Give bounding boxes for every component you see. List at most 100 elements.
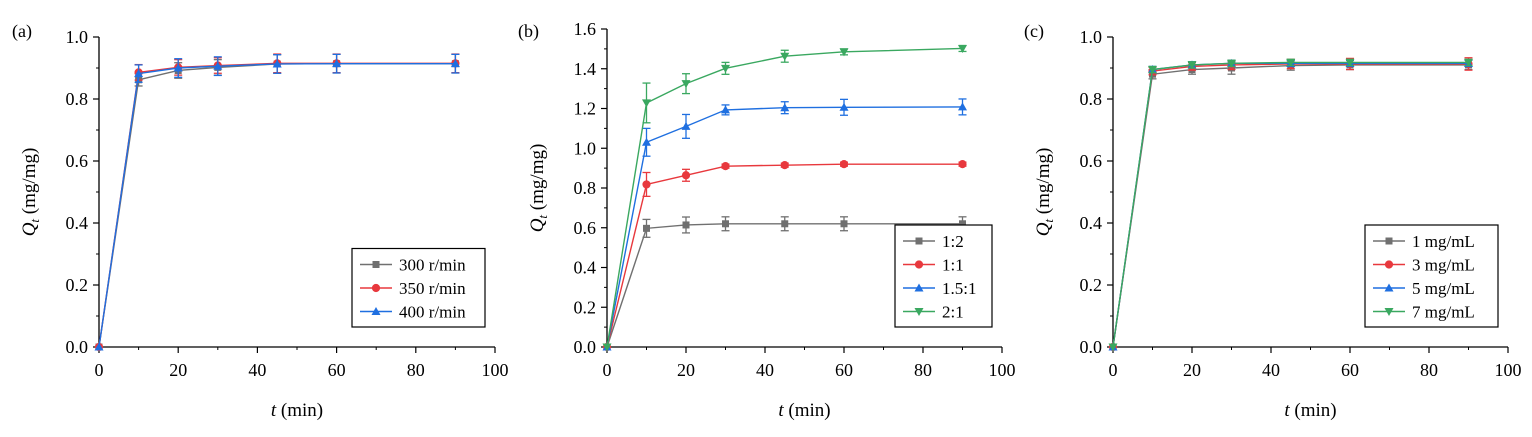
- series-1-5-1: [602, 98, 967, 351]
- marker-triangle-up: [450, 59, 460, 68]
- x-tick-label: 100: [1495, 360, 1522, 380]
- x-axis-label-var: t: [1284, 400, 1290, 421]
- y-tick-label: 0.0: [574, 337, 597, 357]
- y-tick-label: 0.4: [1080, 213, 1103, 233]
- y-tick-label: 0.0: [66, 337, 89, 357]
- marker-square: [781, 220, 789, 228]
- chart-panel-c: 0.0 0.2 0.4 0.6 0.8 1.0 0 20 40 60 80 100 (c) t (min)…: [1024, 21, 1522, 421]
- marker-circle: [681, 171, 691, 180]
- x-tick-label: 80: [914, 360, 932, 380]
- marker-triangle-up: [839, 102, 849, 111]
- series-1-2: [603, 216, 967, 351]
- y-axis-label-sub: t: [1041, 219, 1056, 223]
- marker-triangle-up: [272, 59, 282, 68]
- marker-triangle-down: [780, 52, 790, 61]
- x-axis-label: t (min): [778, 400, 830, 421]
- marker-triangle-down: [1345, 58, 1355, 67]
- marker-triangle-down: [839, 48, 849, 57]
- x-tick-label: 40: [1262, 360, 1280, 380]
- y-tick-label: 0.8: [574, 178, 597, 198]
- marker-triangle-down: [1148, 66, 1157, 75]
- marker-triangle-down: [1384, 308, 1394, 316]
- marker-triangle-down: [1227, 59, 1236, 68]
- x-tick-label: 60: [835, 360, 853, 380]
- marker-circle: [839, 160, 849, 169]
- panel-label: (b): [518, 21, 539, 42]
- marker-triangle-up: [721, 105, 730, 114]
- marker-circle: [721, 162, 730, 171]
- marker-triangle-up: [332, 59, 342, 68]
- x-axis-label-var: t: [271, 400, 277, 421]
- marker-triangle-up: [173, 63, 183, 72]
- y-tick-label: 0.6: [66, 151, 89, 171]
- y-tick-label: 1.2: [574, 99, 597, 119]
- y-tick-label: 1.6: [574, 19, 597, 39]
- x-axis-label-unit: (min): [276, 400, 323, 421]
- marker-triangle-up: [780, 103, 790, 112]
- y-axis-label-var: Q: [527, 218, 548, 232]
- marker-square: [682, 221, 690, 229]
- marker-triangle-down: [1108, 343, 1118, 352]
- marker-triangle-up: [213, 61, 223, 70]
- x-axis-label: t (min): [1284, 400, 1336, 421]
- legend-label: 7 mg/mL: [1412, 303, 1475, 322]
- y-tick-label: 0.6: [1080, 151, 1103, 171]
- legend-label: 2:1: [942, 303, 964, 322]
- marker-circle: [914, 260, 924, 269]
- marker-circle: [1384, 260, 1394, 269]
- y-tick-label: 1.0: [574, 138, 597, 158]
- y-axis-label: Qt (mg/mg): [19, 148, 42, 237]
- marker-square: [722, 220, 729, 228]
- marker-triangle-down: [721, 64, 730, 73]
- marker-circle: [958, 160, 967, 169]
- x-tick-label: 100: [989, 360, 1016, 380]
- marker-square: [959, 220, 966, 228]
- marker-triangle-up: [134, 69, 144, 78]
- y-tick-label: 1.0: [66, 27, 89, 47]
- marker-triangle-down: [602, 343, 612, 352]
- series-7-mg-mL: [1108, 58, 1473, 352]
- marker-triangle-up: [1384, 283, 1394, 292]
- y-tick-label: 1.4: [574, 59, 597, 79]
- marker-triangle-down: [681, 80, 691, 89]
- y-axis-label-unit: (mg/mg): [1033, 148, 1054, 219]
- y-axis-label: Qt (mg/mg): [1033, 148, 1056, 237]
- chart-panel-b: 0.0 0.2 0.4 0.6 0.8 1.0 1.2 1.4 1.6 0 20 40 60 80 100 (…: [518, 19, 1016, 421]
- marker-triangle-up: [914, 283, 924, 292]
- x-tick-label: 80: [407, 360, 425, 380]
- x-tick-label: 20: [169, 360, 187, 380]
- y-tick-label: 0.6: [574, 218, 597, 238]
- legend-label: 400 r/min: [399, 303, 466, 322]
- marker-square: [915, 237, 923, 245]
- y-tick-label: 0.2: [574, 297, 597, 317]
- x-axis-label-unit: (min): [1290, 400, 1337, 421]
- marker-triangle-up: [681, 121, 691, 130]
- marker-triangle-up: [958, 102, 967, 111]
- marker-triangle-up: [371, 307, 381, 315]
- x-tick-label: 20: [1183, 360, 1201, 380]
- x-axis-label: t (min): [271, 400, 323, 421]
- marker-square: [372, 261, 380, 268]
- legend: 1:2 1:1 1.5:1 2:1: [894, 224, 993, 328]
- legend-label: 1:1: [942, 256, 964, 275]
- y-axis-label-sub: t: [535, 215, 550, 219]
- series-2-1: [602, 44, 967, 352]
- x-axis-label-var: t: [778, 400, 784, 421]
- chart-panel-a: 0.0 0.2 0.4 0.6 0.8 1.0 0 20 40 60 80 100 (a) t (min)…: [12, 21, 509, 421]
- legend-label: 3 mg/mL: [1412, 256, 1475, 275]
- y-tick-label: 0.4: [574, 258, 597, 278]
- legend-label: 1:2: [942, 232, 964, 251]
- legend-label: 1 mg/mL: [1412, 232, 1475, 251]
- marker-triangle-up: [642, 137, 651, 146]
- x-tick-label: 0: [1109, 360, 1118, 380]
- x-tick-label: 0: [603, 360, 612, 380]
- marker-triangle-down: [1187, 61, 1197, 70]
- marker-circle: [371, 283, 381, 293]
- legend-box: [894, 224, 993, 328]
- y-tick-label: 0.0: [1080, 337, 1103, 357]
- x-tick-label: 20: [677, 360, 695, 380]
- y-tick-label: 0.8: [1080, 89, 1103, 109]
- legend-label: 1.5:1: [942, 279, 976, 298]
- x-tick-label: 100: [482, 360, 509, 380]
